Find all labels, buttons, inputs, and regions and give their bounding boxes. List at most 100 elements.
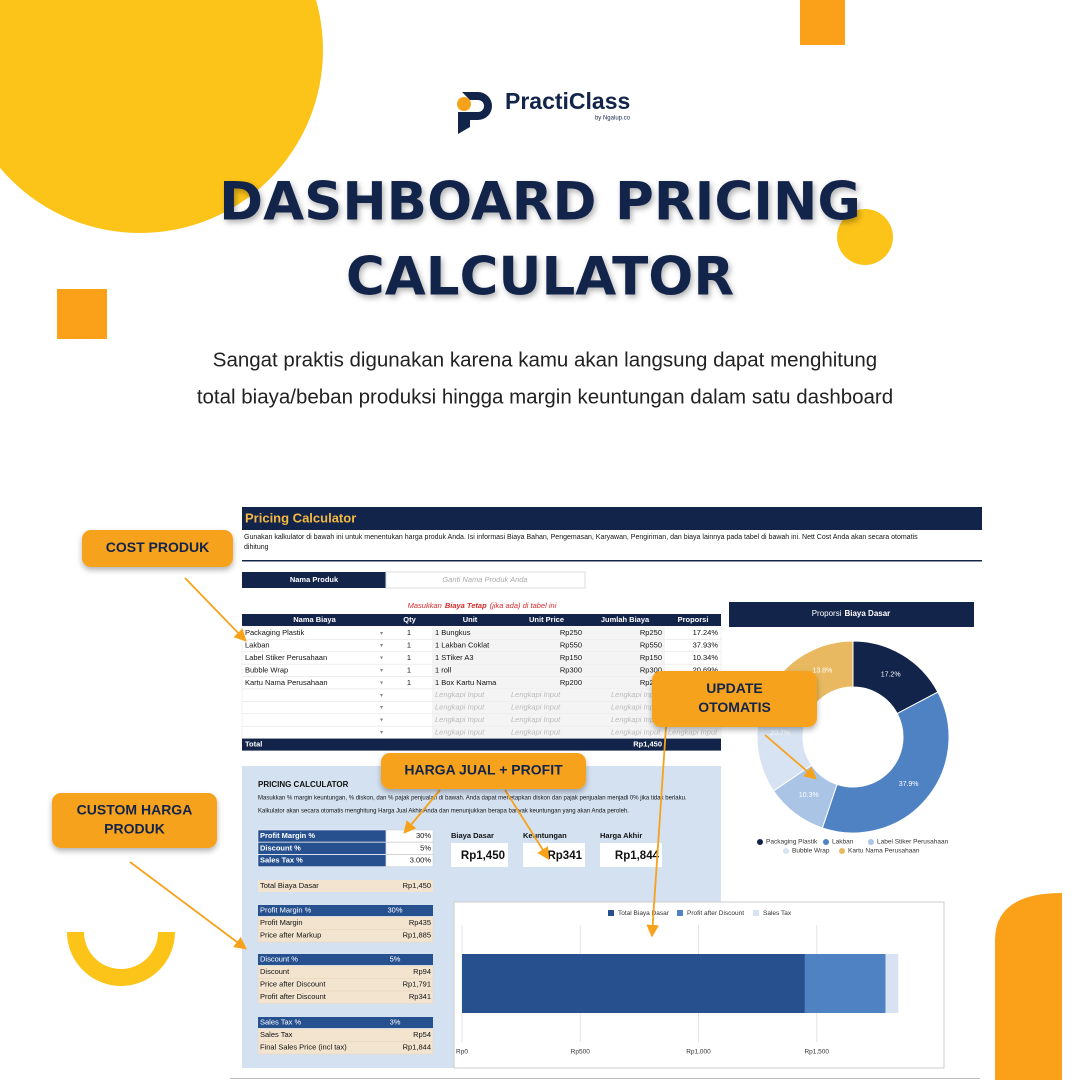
deco-arc xyxy=(67,932,175,986)
brand-name: PractiClass xyxy=(505,88,630,114)
bar-segment xyxy=(804,954,886,1013)
placeholder: Lengkapi Input xyxy=(611,727,661,736)
donut-slice xyxy=(821,691,950,834)
input-label: Discount % xyxy=(260,843,301,852)
table-row-shade xyxy=(432,676,665,689)
row-label: Final Sales Price (incl tax) xyxy=(260,1043,347,1052)
cell-text: 1 Lakban Coklat xyxy=(435,641,490,650)
cell-text: Rp550 xyxy=(560,641,582,650)
arrow xyxy=(646,726,667,938)
legend-swatch xyxy=(823,839,829,845)
bar-segment xyxy=(885,954,899,1013)
cell-text: Lakban xyxy=(245,641,270,650)
callout-box xyxy=(381,753,586,789)
row-value: Rp1,450 xyxy=(403,881,431,890)
placeholder: Lengkapi Input xyxy=(435,703,485,712)
table-row-shade xyxy=(432,713,721,727)
section-row xyxy=(257,990,434,1004)
placeholder: Lengkapi Input xyxy=(511,715,561,724)
summary-value: Rp341 xyxy=(547,850,582,862)
logo-mark xyxy=(457,92,492,134)
chart-title: Proporsi Biaya Dasar xyxy=(812,609,891,618)
cell-text: 1 STiker A3 xyxy=(435,653,474,662)
cell-text: 1 xyxy=(407,678,411,687)
cell-text: 37.93% xyxy=(693,641,719,650)
placeholder: Lengkapi Input xyxy=(611,715,661,724)
callout-label: CUSTOM HARGA xyxy=(77,802,193,818)
section-value: 3% xyxy=(390,1017,401,1026)
title: CALCULATOR xyxy=(346,247,734,308)
callout-box xyxy=(52,793,217,848)
deco-circle xyxy=(0,0,323,233)
description: Gunakan kalkulator di bawah ini untuk me… xyxy=(244,534,918,541)
legend-label: Lakban xyxy=(832,839,854,846)
callout-label: OTOMATIS xyxy=(698,699,771,715)
callout-label: UPDATE xyxy=(706,680,763,696)
placeholder: Lengkapi Input xyxy=(611,703,661,712)
table-row-shade xyxy=(432,627,665,640)
row-value: Rp1,885 xyxy=(403,931,431,940)
cell-text: Rp250 xyxy=(640,628,662,637)
cell-text: Label Stiker Perusahaan xyxy=(245,653,327,662)
pricing-note: Masukkan % margin keuntungan, % diskon, … xyxy=(258,796,687,802)
table-row-shade xyxy=(432,651,665,665)
input-cell xyxy=(385,842,434,855)
dropdown-icon: ▾ xyxy=(380,631,383,637)
section-value: 30% xyxy=(387,905,402,914)
cell-text: 1 xyxy=(407,641,411,650)
column-header: Qty xyxy=(403,615,416,624)
row-label: Price after Markup xyxy=(260,931,321,940)
total-row xyxy=(242,738,721,751)
summary-value: Rp1,844 xyxy=(615,850,660,862)
data-label: 10.3% xyxy=(799,792,819,799)
row-label: Discount xyxy=(260,967,290,976)
note-part: Masukkan xyxy=(408,601,442,610)
bar-segment xyxy=(462,954,805,1013)
table-row-shade xyxy=(432,664,665,677)
summary-box xyxy=(523,843,585,867)
total-label: Total xyxy=(245,740,262,749)
legend-label: Profit after Discount xyxy=(687,910,744,917)
table-row-shade xyxy=(432,639,665,652)
legend-swatch xyxy=(677,910,683,916)
table-row-shade xyxy=(432,689,721,702)
pricing-title: PRICING CALCULATOR xyxy=(258,780,349,789)
input-value: 3.00% xyxy=(410,856,432,865)
summary-label: Biaya Dasar xyxy=(451,831,494,840)
callout-box xyxy=(82,530,233,567)
total-value: Rp1,450 xyxy=(633,740,662,749)
row-value: Rp54 xyxy=(413,1030,431,1039)
cell-text: 17.24% xyxy=(693,628,719,637)
dropdown-icon: ▾ xyxy=(380,693,383,699)
input-label: Profit Margin % xyxy=(260,831,315,840)
row-value: Rp1,791 xyxy=(403,980,431,989)
cell-text: Bubble Wrap xyxy=(245,665,288,674)
column-header: Unit xyxy=(463,615,478,624)
placeholder: Lengkapi Input xyxy=(511,703,561,712)
cell-text: Kartu Nama Perusahaan xyxy=(245,678,328,687)
subtitle: Sangat praktis digunakan karena kamu aka… xyxy=(213,348,877,371)
cell-text: Rp150 xyxy=(560,653,582,662)
cell-text: Rp300 xyxy=(640,665,662,674)
callouts: COST PRODUK CUSTOM HARGA PRODUK HARGA JUAL … xyxy=(52,530,817,950)
row-label: Profit after Discount xyxy=(260,992,327,1001)
cell-text: Rp250 xyxy=(560,628,582,637)
legend-swatch xyxy=(839,848,845,854)
row-label: Sales Tax xyxy=(260,1030,293,1039)
data-label: 37.9% xyxy=(899,781,919,788)
chart-header xyxy=(729,602,974,627)
callout-label: PRODUK xyxy=(104,821,165,837)
sheet-title: Pricing Calculator xyxy=(245,510,356,525)
legend-swatch xyxy=(757,839,763,845)
input-value: 30% xyxy=(416,831,431,840)
note-part: Biaya Tetap xyxy=(445,601,487,610)
bottom-rule xyxy=(230,1078,980,1079)
description: dihitung xyxy=(244,544,269,551)
base-row xyxy=(258,880,433,892)
title-part: Proporsi xyxy=(812,609,842,618)
dropdown-icon: ▾ xyxy=(380,656,383,662)
x-tick-label: Rp500 xyxy=(571,1049,591,1056)
row-value: Rp94 xyxy=(413,967,431,976)
data-label: 13.8% xyxy=(812,668,832,675)
column-header: Jumlah Biaya xyxy=(601,615,650,624)
